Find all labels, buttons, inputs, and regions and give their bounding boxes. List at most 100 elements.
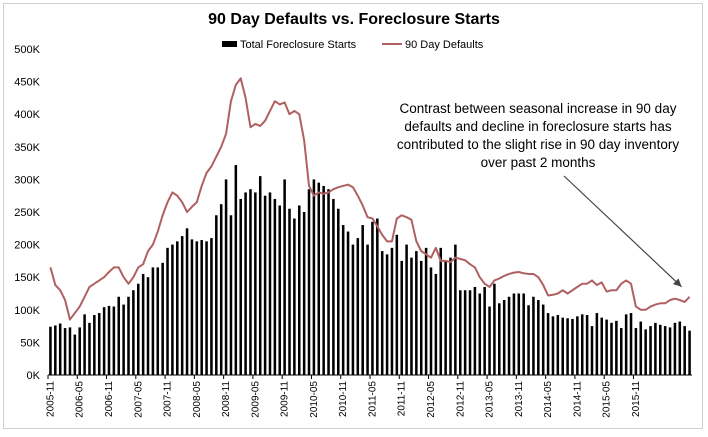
bar (610, 322, 613, 375)
bar (180, 236, 184, 375)
bar (210, 238, 213, 375)
bar (171, 244, 174, 375)
annotation-line-3: contributed to the slight rise in 90 day… (397, 137, 679, 152)
bar (615, 320, 618, 375)
bar (161, 262, 164, 375)
x-tick-label: 2012-11 (455, 381, 466, 417)
bar (400, 260, 403, 375)
bar (410, 257, 413, 375)
chart-title: 90 Day Defaults vs. Foreclosure Starts (208, 11, 500, 28)
bar (595, 313, 599, 375)
bar (444, 260, 447, 375)
bar (659, 324, 662, 375)
y-tick-label: 100K (14, 305, 40, 317)
bar (463, 290, 467, 375)
bar (673, 322, 677, 375)
bar (93, 315, 96, 375)
bar (512, 293, 516, 375)
y-tick-label: 200K (14, 240, 40, 252)
bar (341, 225, 345, 375)
bar (102, 307, 106, 375)
annotation-arrowhead (672, 278, 682, 287)
x-tick-label: 2009-05 (250, 381, 261, 418)
bar (215, 215, 218, 375)
bar (517, 293, 521, 375)
x-axis: 2005-11 2006-05 2006-11 2007-05 2007-11 2008-… (45, 375, 642, 418)
bar (473, 286, 477, 375)
x-tick-label: 2006-05 (75, 381, 86, 418)
bar (424, 247, 428, 375)
legend-label-foreclosure-starts: Total Foreclosure Starts (240, 39, 357, 51)
bar (156, 267, 160, 375)
bar (346, 231, 350, 375)
x-tick-label: 2010-11 (338, 381, 349, 417)
y-tick-label: 500K (14, 44, 40, 56)
bar (127, 296, 130, 375)
bar (58, 323, 62, 375)
x-tick-label: 2012-05 (426, 381, 437, 418)
x-tick-label: 2007-05 (133, 381, 144, 418)
bar (107, 305, 111, 375)
bar (337, 208, 340, 375)
bar (532, 296, 535, 375)
bar (678, 321, 682, 375)
x-tick-label: 2015-11 (631, 381, 642, 417)
bar (522, 293, 525, 375)
bar (63, 328, 67, 375)
bar (54, 325, 57, 375)
y-tick-label: 0K (27, 370, 41, 382)
x-tick-label: 2015-05 (602, 381, 613, 418)
bar (312, 179, 316, 375)
x-tick-label: 2007-11 (163, 381, 174, 417)
bar (268, 192, 272, 375)
bar (439, 247, 443, 375)
bar (541, 304, 545, 375)
x-tick-label: 2010-05 (309, 381, 320, 418)
bar (229, 215, 233, 375)
bar (654, 322, 657, 375)
bar (117, 296, 121, 375)
bar (449, 257, 452, 375)
bar (205, 241, 208, 375)
bar (458, 290, 462, 375)
bar (141, 273, 145, 375)
bar (200, 240, 203, 375)
bar (273, 198, 277, 375)
bar (239, 198, 242, 375)
legend: Total Foreclosure Starts 90 Day Defaults (222, 39, 484, 51)
bar (297, 205, 301, 375)
bar (288, 208, 291, 375)
bar (219, 204, 223, 375)
bar (293, 218, 296, 375)
bar (97, 313, 101, 375)
bar (644, 329, 647, 375)
bar (419, 260, 423, 375)
bar (49, 326, 52, 375)
bar (146, 277, 150, 375)
bar (556, 315, 560, 375)
bar (317, 182, 321, 375)
bar (434, 273, 438, 375)
bar (415, 251, 418, 375)
x-tick-label: 2005-11 (45, 381, 56, 417)
bar-series (49, 165, 691, 375)
bar (234, 165, 238, 375)
bar (195, 241, 199, 375)
bar (580, 314, 584, 375)
bar (551, 316, 555, 375)
y-tick-label: 150K (14, 272, 40, 284)
bar (590, 326, 594, 375)
bar (78, 327, 81, 375)
y-tick-label: 350K (14, 142, 40, 154)
bar (73, 334, 77, 375)
bar (576, 316, 579, 375)
bar (185, 228, 189, 375)
bar (302, 212, 306, 375)
bar (132, 290, 135, 375)
bar (546, 313, 550, 375)
bar (688, 330, 691, 375)
bar (83, 314, 86, 375)
bar (68, 327, 72, 375)
x-tick-label: 2014-11 (572, 381, 583, 417)
bar (244, 192, 247, 375)
